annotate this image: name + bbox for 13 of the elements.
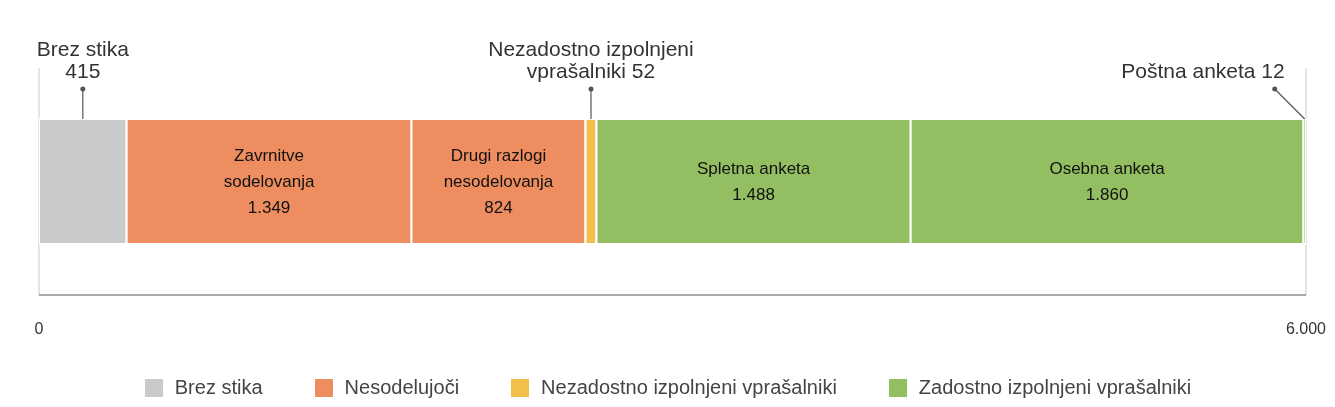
legend-label: Zadostno izpolnjeni vprašalniki — [918, 376, 1192, 399]
data-label: Poštna anketa 12 — [1121, 59, 1285, 83]
legend-label: Nesodelujoči — [344, 376, 460, 399]
data-label: Spletna anketa 1.488 — [696, 159, 811, 205]
data-label: Osebna anketa 1.860 — [1049, 159, 1166, 205]
x-tick-label: 0 — [34, 320, 44, 338]
legend-label: Brez stika — [174, 376, 263, 399]
data-label: Brez stika 415 — [36, 37, 130, 83]
data-label: Drugi razlogi nesodelovanja 824 — [443, 146, 554, 218]
data-label: Zavrnitve sodelovanja 1.349 — [223, 146, 315, 218]
x-tick-label: 6.000 — [1285, 320, 1327, 338]
data-label: Nezadostno izpolnjeni vprašalniki 52 — [488, 37, 694, 83]
legend-label: Nezadostno izpolnjeni vprašalniki — [541, 376, 837, 399]
